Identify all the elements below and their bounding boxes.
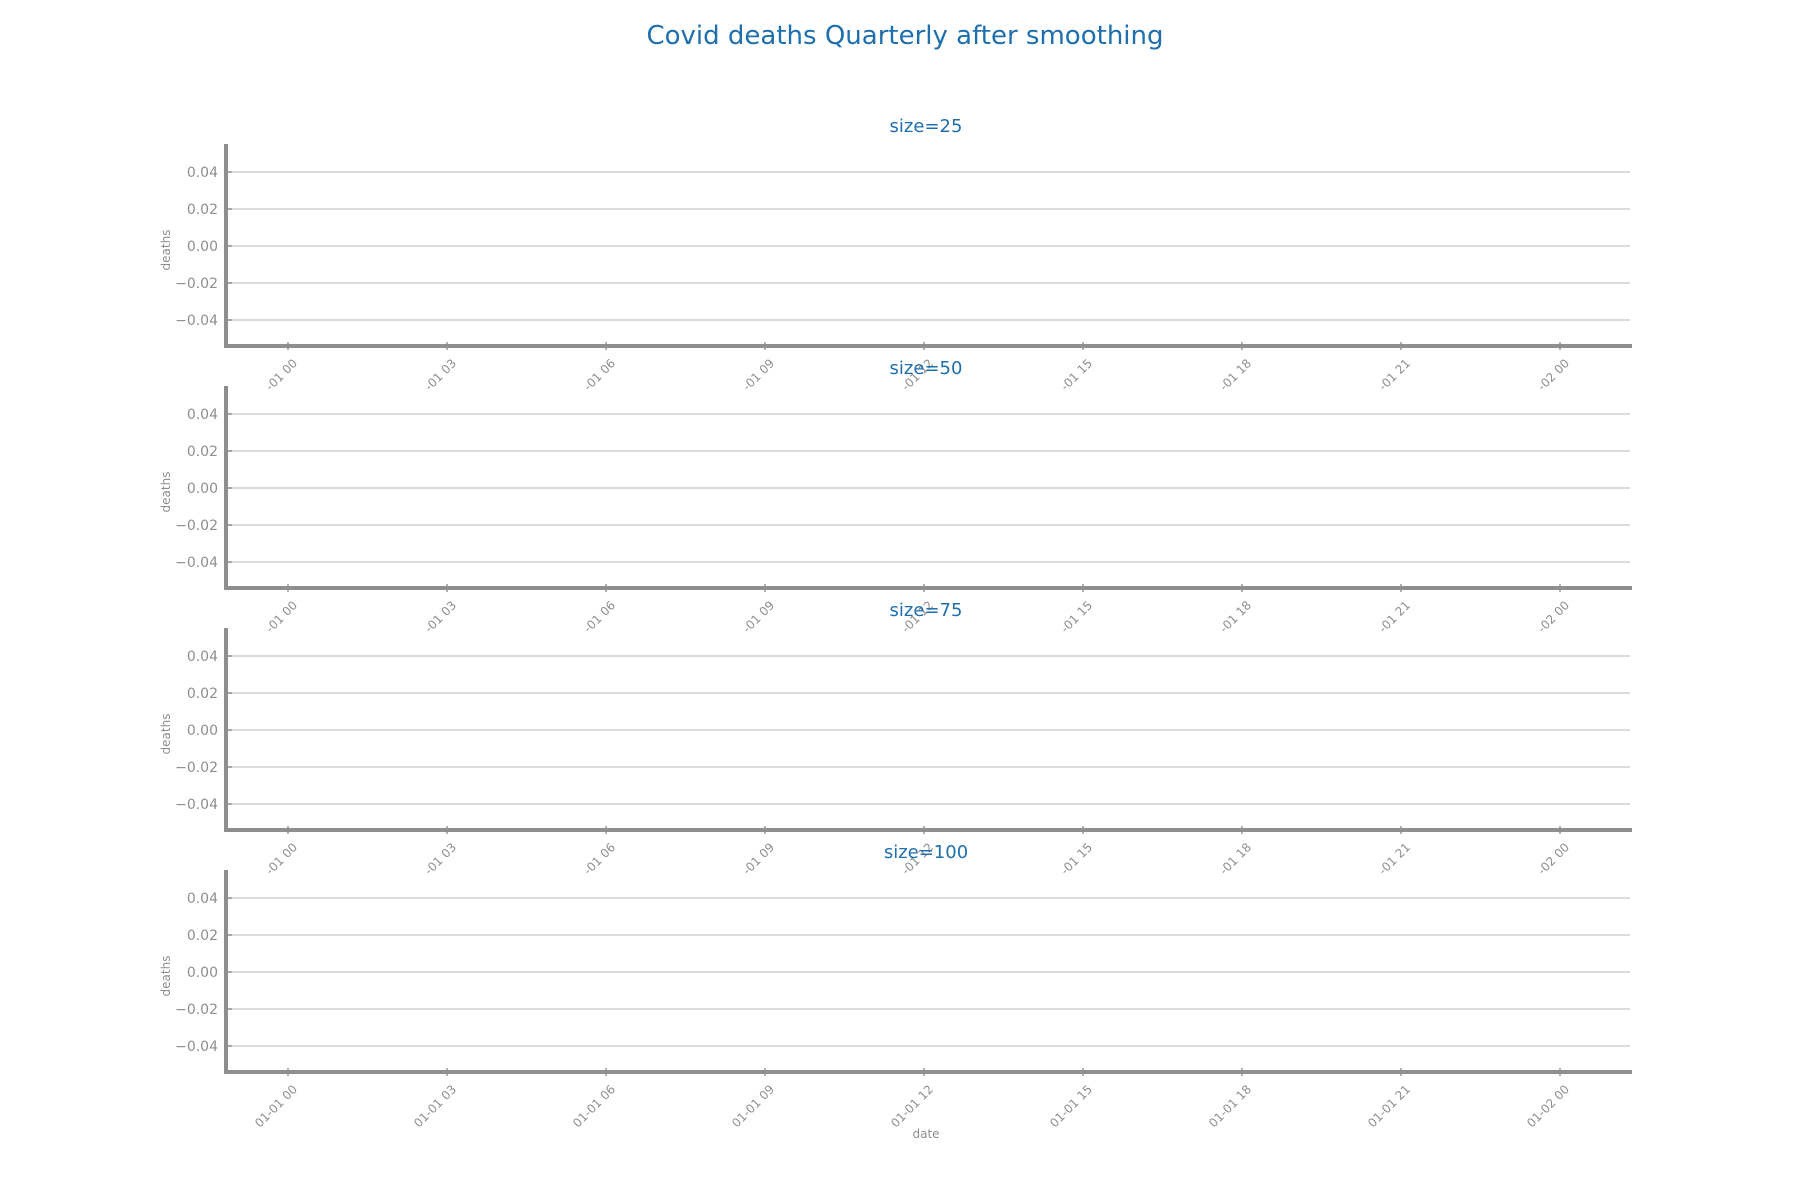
subplot-2: size=50 0.04 0.02 0.00 −0.02 −0.04 deaths -01 0…: [159, 358, 1632, 635]
x-tick-label: -01 06: [581, 840, 618, 877]
subplot-3: size=75 0.04 0.02 0.00 −0.02 −0.04 deaths -01 0…: [159, 600, 1632, 877]
y-tick-label: 0.04: [187, 891, 218, 907]
x-tick-label: -01 06: [581, 356, 618, 393]
x-tick-label: -01 03: [422, 840, 459, 877]
x-tick-label: -01 15: [1058, 356, 1095, 393]
x-tick-label: 01-01 21: [1365, 1082, 1413, 1130]
y-tick-label: 0.02: [187, 444, 218, 460]
y-tick-label: −0.02: [175, 518, 218, 534]
y-tick-label: −0.02: [175, 760, 218, 776]
x-tick-label: -01 15: [1058, 840, 1095, 877]
x-tick-label: 01-01 09: [729, 1082, 777, 1130]
y-tick-label: −0.02: [175, 1002, 218, 1018]
subplot-4: size=100 0.04 0.02 0.00 −0.02 −0.04 deaths 01-0…: [159, 842, 1632, 1141]
y-tick-label: 0.02: [187, 928, 218, 944]
x-tick-label: -01 21: [1376, 356, 1413, 393]
subplot-title: size=75: [890, 600, 963, 621]
y-axis-label: deaths: [159, 714, 173, 755]
subplot-title: size=100: [884, 842, 968, 863]
y-tick-label: 0.04: [187, 165, 218, 181]
y-axis-label: deaths: [159, 472, 173, 513]
subplot-1: size=25 0.04 0.02 0.00 −0.02 −0.04 deaths -01 0…: [159, 116, 1632, 393]
x-tick-label: -01 18: [1217, 598, 1254, 635]
x-tick-label: -01 00: [263, 840, 300, 877]
y-tick-label: 0.04: [187, 649, 218, 665]
y-tick-label: 0.00: [187, 481, 218, 497]
x-tick-label: -01 21: [1376, 840, 1413, 877]
y-tick-label: 0.00: [187, 965, 218, 981]
x-tick-label: -01 06: [581, 598, 618, 635]
y-tick-label: −0.04: [175, 555, 218, 571]
y-tick-label: 0.00: [187, 723, 218, 739]
x-tick-label: 01-01 00: [252, 1082, 300, 1130]
subplot-panels: size=25 0.04 0.02 0.00 −0.02 −0.04 deaths -01 0…: [159, 116, 1632, 1141]
y-axis-label: deaths: [159, 230, 173, 271]
x-tick-label: 01-01 06: [570, 1082, 618, 1130]
subplot-title: size=25: [890, 116, 963, 137]
y-tick-label: 0.02: [187, 202, 218, 218]
x-tick-label: 01-01 03: [411, 1082, 459, 1130]
y-tick-label: 0.04: [187, 407, 218, 423]
x-tick-label: -01 00: [263, 598, 300, 635]
y-axis-label: deaths: [159, 956, 173, 997]
x-axis-label: date: [912, 1127, 939, 1141]
x-tick-label: -01 03: [422, 598, 459, 635]
x-tick-label: 01-01 18: [1206, 1082, 1254, 1130]
x-tick-label: -02 00: [1535, 356, 1572, 393]
y-tick-label: −0.04: [175, 797, 218, 813]
x-tick-label: -02 00: [1535, 598, 1572, 635]
chart-title: Covid deaths Quarterly after smoothing: [646, 21, 1163, 51]
x-tick-label: 01-02 00: [1524, 1082, 1572, 1130]
x-tick-label: -02 00: [1535, 840, 1572, 877]
y-tick-label: 0.00: [187, 239, 218, 255]
y-tick-label: 0.02: [187, 686, 218, 702]
x-tick-label: -01 21: [1376, 598, 1413, 635]
x-tick-label: -01 03: [422, 356, 459, 393]
x-tick-label: -01 09: [740, 840, 777, 877]
x-tick-label: -01 09: [740, 598, 777, 635]
x-tick-label: -01 15: [1058, 598, 1095, 635]
x-tick-label: 01-01 12: [888, 1082, 936, 1130]
y-tick-label: −0.04: [175, 313, 218, 329]
subplot-title: size=50: [890, 358, 963, 379]
y-tick-label: −0.02: [175, 276, 218, 292]
x-tick-label: -01 00: [263, 356, 300, 393]
y-tick-label: −0.04: [175, 1039, 218, 1055]
x-tick-label: -01 09: [740, 356, 777, 393]
x-tick-label: 01-01 15: [1047, 1082, 1095, 1130]
x-tick-label: -01 18: [1217, 356, 1254, 393]
x-tick-label: -01 18: [1217, 840, 1254, 877]
